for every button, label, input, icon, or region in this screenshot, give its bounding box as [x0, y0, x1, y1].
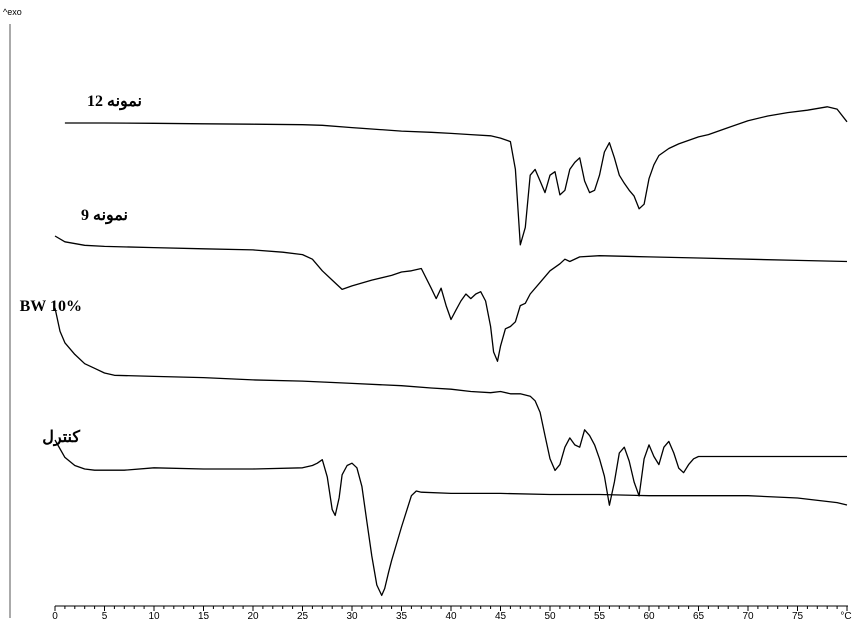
x-tick-label: 55 — [594, 611, 606, 622]
x-tick-label: 10 — [148, 611, 160, 622]
x-tick-label: 40 — [445, 611, 457, 622]
x-tick-label: 15 — [198, 611, 210, 622]
series-curve-1 — [64, 106, 848, 246]
x-tick-label: 35 — [396, 611, 408, 622]
x-tick-label: 25 — [297, 611, 309, 622]
corner-label: ^exo — [3, 7, 22, 17]
x-axis-unit-label: °C — [840, 611, 851, 622]
x-tick-label: 0 — [52, 611, 58, 622]
x-tick-label: 50 — [544, 611, 556, 622]
series-curves — [54, 106, 848, 597]
x-tick-label: 20 — [247, 611, 259, 622]
x-tick-label: 45 — [495, 611, 507, 622]
series-label-2: نمونه 9 — [81, 207, 128, 225]
series-curve-4 — [54, 439, 848, 597]
series-label-3: BW 10% — [20, 298, 82, 315]
x-tick-label: 65 — [693, 611, 705, 622]
x-axis-tick-labels: 0 5 10 15 20 25 30 35 40 45 50 55 60 65 70 75 — [52, 611, 803, 622]
series-curve-2 — [54, 235, 848, 362]
x-tick-label: 30 — [346, 611, 358, 622]
series-curve-3 — [54, 307, 847, 506]
x-tick-label: 5 — [102, 611, 108, 622]
x-axis-ticks — [54, 606, 848, 611]
x-tick-label: 75 — [792, 611, 804, 622]
x-tick-label: 60 — [643, 611, 655, 622]
series-label-1: نمونه 12 — [87, 93, 142, 111]
series-labels: نمونه 12 نمونه 9 BW 10% كنترل — [20, 93, 142, 447]
x-tick-label: 70 — [742, 611, 754, 622]
series-label-4: كنترل — [42, 429, 80, 447]
